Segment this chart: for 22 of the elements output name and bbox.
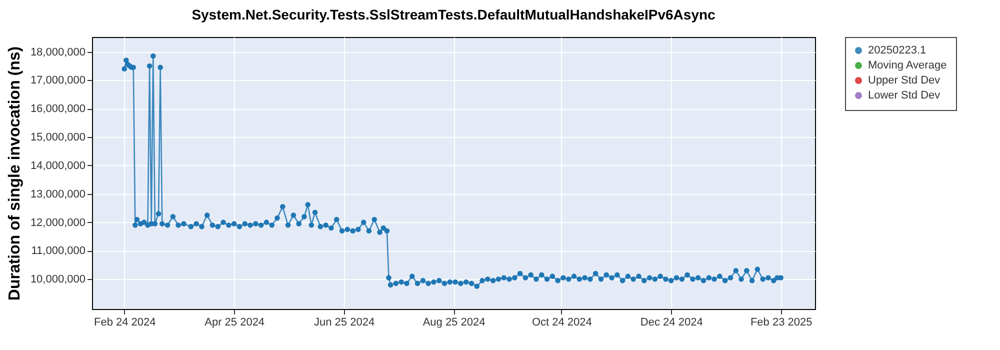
x-tick-label: Oct 24 2024: [532, 316, 592, 328]
x-tick-label: Apr 25 2024: [204, 316, 265, 328]
y-tick-label: 10,000,000: [30, 274, 86, 286]
y-axis-title: Duration of single invocation (ns): [6, 46, 24, 301]
x-tick-label: Aug 25 2024: [422, 316, 486, 328]
legend-label: Moving Average: [868, 60, 947, 72]
x-tick-label: Dec 24 2024: [640, 316, 703, 328]
legend-label: Lower Std Dev: [868, 90, 941, 102]
x-tick-label: Feb 23 2025: [750, 316, 812, 328]
y-tick-label: 12,000,000: [30, 216, 86, 229]
legend-label: 20250223.1: [868, 44, 926, 56]
legend-label: Upper Std Dev: [868, 74, 941, 86]
y-tick-label: 15,000,000: [30, 132, 86, 144]
x-tick-label: Feb 24 2024: [94, 316, 156, 328]
y-tick-label: 18,000,000: [30, 46, 86, 58]
y-tick-label: 17,000,000: [30, 74, 86, 87]
x-tick-label: Jun 25 2024: [314, 316, 375, 328]
y-tick-label: 14,000,000: [30, 160, 86, 172]
y-tick-label: 16,000,000: [30, 103, 86, 116]
y-tick-label: 13,000,000: [30, 188, 86, 200]
y-tick-label: 11,000,000: [31, 245, 86, 258]
chart-title: System.Net.Security.Tests.SslStreamTests.DefaultMutualHandshakeIPv6Async: [192, 6, 716, 22]
